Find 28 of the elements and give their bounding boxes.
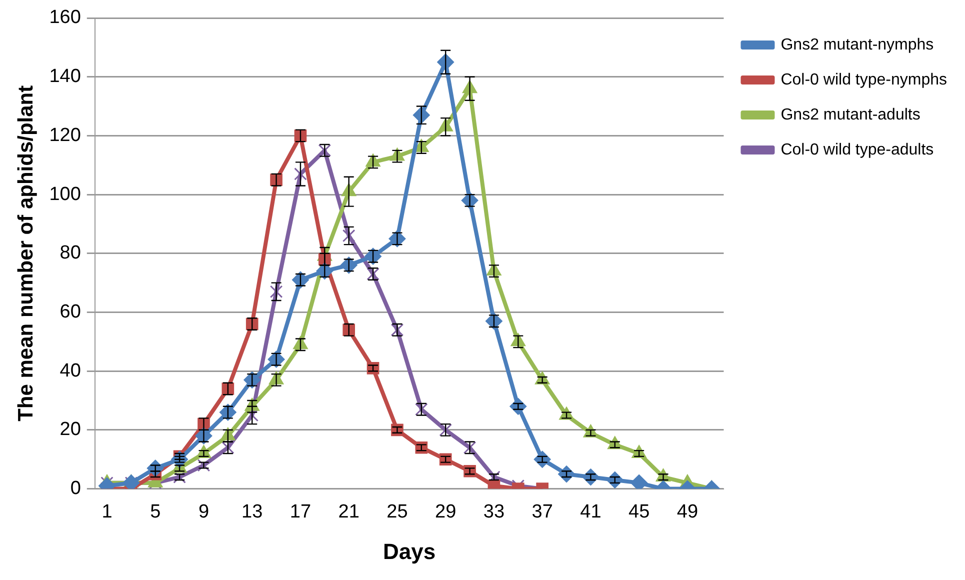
y-tick-label: 120 [49, 124, 81, 146]
y-tick-label: 160 [49, 7, 81, 28]
x-tick-label: 37 [532, 501, 553, 522]
x-tick-label: 41 [580, 501, 602, 522]
y-tick-label: 60 [60, 301, 81, 322]
x-tick-label: 49 [676, 501, 698, 522]
legend-label: Gns2 mutant-adults [780, 106, 920, 124]
x-tick-label: 25 [386, 501, 408, 522]
x-tick-label: 21 [338, 501, 360, 522]
y-tick-label: 100 [49, 184, 81, 205]
legend-label: Col-0 wild type-nymphs [780, 71, 947, 88]
y-tick-label: 40 [60, 360, 81, 382]
x-tick-label: 29 [435, 501, 456, 522]
legend-label: Col-0 wild type-adults [780, 141, 934, 158]
y-tick-label: 0 [70, 478, 81, 500]
y-tick-label: 20 [60, 419, 81, 440]
x-axis-title: Days [383, 538, 436, 564]
x-tick-label: 17 [290, 501, 312, 522]
y-axis-title: The mean number of aphids/plant [14, 85, 38, 422]
y-tick-label: 80 [60, 242, 81, 264]
x-tick-label: 13 [242, 501, 263, 522]
x-tick-label: 33 [483, 501, 505, 522]
x-tick-label: 5 [150, 501, 161, 522]
x-tick-label: 9 [198, 501, 210, 522]
x-tick-label: 1 [102, 501, 112, 522]
legend-label: Gns2 mutant-nymphs [780, 36, 934, 54]
x-tick-label: 45 [628, 501, 650, 522]
y-tick-label: 140 [49, 66, 81, 88]
